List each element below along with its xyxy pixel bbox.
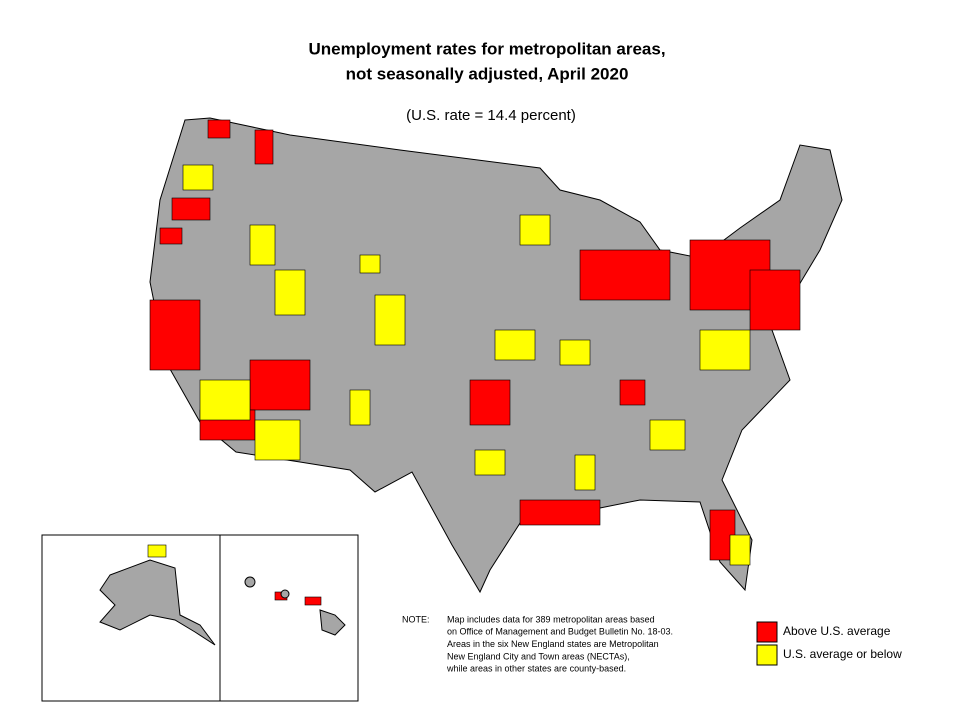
- note-line: New England City and Town areas (NECTAs)…: [447, 651, 630, 661]
- metro-area: [494, 329, 536, 361]
- note-line: on Office of Management and Budget Bulle…: [447, 627, 673, 637]
- metro-area: [729, 534, 751, 566]
- metro-area: [159, 227, 183, 245]
- note-line: while areas in other states are county-b…: [446, 664, 626, 674]
- subtitle: (U.S. rate = 14.4 percent): [406, 107, 576, 124]
- title-line: not seasonally adjusted, April 2020: [346, 64, 629, 83]
- inset-frame: [41, 534, 359, 702]
- legend: Above U.S. average U.S. average or below: [756, 621, 902, 666]
- metro-area: [469, 379, 511, 426]
- metro-area: [374, 294, 406, 346]
- inset-frames: [41, 534, 359, 702]
- metro-area: [147, 544, 167, 558]
- metro-area: [519, 499, 601, 526]
- metro-area: [304, 596, 322, 606]
- metro-area: [254, 419, 301, 461]
- legend-label: Above U.S. average: [783, 624, 891, 638]
- metro-area: [579, 249, 671, 301]
- metro-area: [559, 339, 591, 366]
- alaska: [99, 559, 216, 646]
- us-map: [147, 117, 843, 606]
- metro-area: [182, 164, 214, 191]
- metro-area: [349, 389, 371, 426]
- metro-area: [574, 454, 596, 491]
- metro-area: [359, 254, 381, 274]
- note-line: Map includes data for 389 metropolitan a…: [447, 614, 655, 624]
- metro-area: [699, 329, 751, 371]
- hawaii: [319, 609, 346, 636]
- metro-area: [254, 129, 274, 165]
- metro-area: [474, 449, 506, 476]
- legend-swatch: [756, 621, 778, 643]
- note: Map includes data for 389 metropolitan a…: [446, 614, 673, 673]
- hawaii-island: [280, 589, 290, 599]
- legend-label: U.S. average or below: [783, 647, 902, 661]
- note-line: Areas in the six New England states are …: [447, 639, 659, 649]
- metro-area: [649, 419, 686, 451]
- metro-area: [249, 359, 311, 411]
- metro-area: [171, 197, 211, 221]
- hawaii-island: [244, 576, 256, 588]
- metro-area: [619, 379, 646, 406]
- title-line: Unemployment rates for metropolitan area…: [308, 39, 665, 58]
- legend-swatch: [756, 644, 778, 666]
- metro-areas: [147, 119, 801, 606]
- note-label: NOTE:: [402, 614, 430, 624]
- metro-area: [249, 224, 276, 266]
- metro-area: [199, 379, 251, 421]
- metro-area: [207, 119, 231, 139]
- metro-area: [519, 214, 551, 246]
- metro-area: [274, 269, 306, 316]
- metro-area: [749, 269, 801, 331]
- metro-area: [149, 299, 201, 371]
